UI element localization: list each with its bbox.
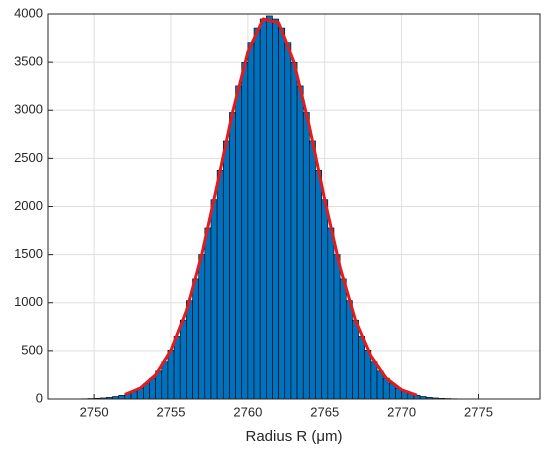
bar xyxy=(327,227,335,400)
bar xyxy=(161,361,169,400)
bar xyxy=(173,336,181,400)
y-tick-label: 4000 xyxy=(14,5,43,20)
bar xyxy=(358,336,366,400)
bar xyxy=(235,85,243,400)
y-tick-label: 0 xyxy=(36,390,43,405)
y-tick-label: 1500 xyxy=(14,246,43,261)
bar xyxy=(345,300,353,400)
bar xyxy=(253,27,261,400)
y-tick-label: 3500 xyxy=(14,54,43,69)
x-axis-label: Radius R (μm) xyxy=(246,428,343,445)
y-tick-label: 500 xyxy=(21,342,43,357)
x-tick-label: 2760 xyxy=(233,404,262,419)
bar xyxy=(179,319,187,400)
bar xyxy=(222,140,230,400)
bar xyxy=(198,254,206,400)
bar xyxy=(364,349,372,400)
bar xyxy=(333,254,341,400)
bar xyxy=(266,15,273,400)
x-tick-label: 2770 xyxy=(387,404,416,419)
bar xyxy=(290,62,298,400)
bar xyxy=(376,370,384,400)
bar xyxy=(284,42,292,400)
fit-curve xyxy=(124,17,418,397)
x-tick-label: 2750 xyxy=(80,404,109,419)
y-tick-label: 2500 xyxy=(14,150,43,165)
bar xyxy=(321,199,329,400)
bar xyxy=(370,361,378,400)
bar xyxy=(229,112,236,400)
y-tick-label: 2000 xyxy=(14,198,43,213)
x-tick-label: 2755 xyxy=(157,404,186,419)
bar xyxy=(210,199,218,400)
bar xyxy=(167,349,175,400)
y-tick-label: 3000 xyxy=(14,102,43,117)
bar xyxy=(302,112,310,400)
bar xyxy=(118,395,126,400)
bar xyxy=(216,170,224,400)
bar xyxy=(296,85,304,400)
bar xyxy=(309,140,316,400)
bar xyxy=(352,319,359,400)
bar xyxy=(241,62,249,400)
x-tick-label: 2765 xyxy=(310,404,339,419)
bar xyxy=(186,300,193,400)
bar xyxy=(339,278,347,400)
y-tick-label: 1000 xyxy=(14,294,43,309)
plot-frame xyxy=(47,13,541,400)
bar xyxy=(247,42,255,400)
bar xyxy=(272,18,279,400)
x-tick-label: 2775 xyxy=(464,404,493,419)
bar xyxy=(315,170,322,400)
bar xyxy=(204,227,212,400)
bar xyxy=(278,27,286,400)
bar xyxy=(259,18,267,400)
bar xyxy=(192,278,199,400)
